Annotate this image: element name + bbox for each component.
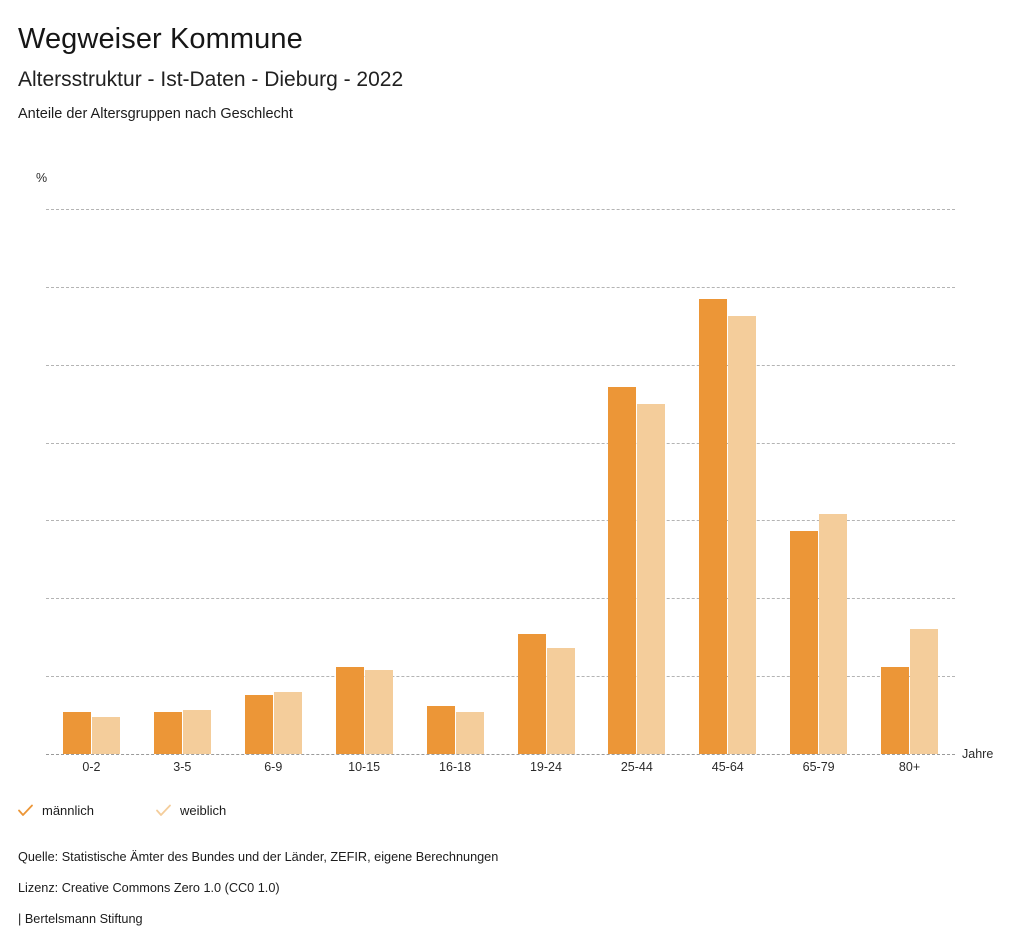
x-axis-tick-3-5: 3-5 bbox=[173, 760, 192, 774]
x-axis-tick-0-2: 0-2 bbox=[82, 760, 101, 774]
gridline-30 bbox=[46, 286, 955, 288]
page-title: Wegweiser Kommune bbox=[18, 23, 303, 55]
bars-layer bbox=[46, 209, 955, 754]
bar-weiblich-3-5[interactable] bbox=[182, 710, 211, 754]
chart-footer: Quelle: Statistische Ämter des Bundes un… bbox=[18, 842, 918, 935]
bar-group bbox=[410, 209, 501, 754]
bar-weiblich-0-2[interactable] bbox=[92, 716, 120, 754]
x-axis-tick-10-15: 10-15 bbox=[348, 760, 381, 774]
bar-group bbox=[591, 209, 682, 754]
check-icon bbox=[18, 804, 33, 816]
x-axis-tick-6-9: 6-9 bbox=[264, 760, 283, 774]
x-axis-title: Jahre bbox=[962, 747, 994, 761]
gridline-35 bbox=[46, 209, 955, 210]
bar-weiblich-25-44[interactable] bbox=[637, 403, 666, 754]
bar-group bbox=[137, 209, 228, 754]
bar-weiblich-10-15[interactable] bbox=[364, 669, 393, 754]
bar-group bbox=[46, 209, 137, 754]
bar-männlich-16-18[interactable] bbox=[426, 705, 455, 754]
chart-container: % 05101520253035 0-2 3-5 6-9 10-15 16-18 19-2… bbox=[36, 171, 994, 774]
bar-group bbox=[501, 209, 592, 754]
bar-männlich-0-2[interactable] bbox=[63, 711, 91, 754]
gridline-25 bbox=[46, 364, 955, 366]
x-axis-tick-65-79: 65-79 bbox=[802, 760, 835, 774]
license-line: Lizenz: Creative Commons Zero 1.0 (CC0 1… bbox=[18, 881, 280, 895]
bar-group bbox=[319, 209, 410, 754]
x-axis-tick-80+: 80+ bbox=[898, 760, 921, 774]
chart-description: Anteile der Altersgruppen nach Geschlech… bbox=[18, 106, 293, 122]
bar-weiblich-19-24[interactable] bbox=[546, 648, 575, 754]
bar-weiblich-65-79[interactable] bbox=[819, 514, 848, 754]
legend-item-weiblich[interactable]: weiblich bbox=[156, 803, 226, 818]
x-axis-tick-25-44: 25-44 bbox=[620, 760, 653, 774]
bar-group bbox=[228, 209, 319, 754]
chart-subtitle: Altersstruktur - Ist-Daten - Dieburg - 2… bbox=[18, 68, 404, 91]
legend-label: weiblich bbox=[180, 803, 227, 818]
plot-area: 05101520253035 bbox=[46, 209, 955, 755]
bar-group bbox=[864, 209, 955, 754]
gridline-20 bbox=[46, 442, 955, 444]
bar-männlich-3-5[interactable] bbox=[153, 711, 182, 754]
gridline-10 bbox=[46, 598, 955, 600]
bar-männlich-65-79[interactable] bbox=[790, 531, 819, 754]
bar-weiblich-6-9[interactable] bbox=[273, 691, 302, 754]
check-icon bbox=[156, 804, 171, 816]
bar-weiblich-80+[interactable] bbox=[910, 629, 939, 754]
bar-männlich-10-15[interactable] bbox=[335, 666, 364, 754]
legend-label: männlich bbox=[42, 803, 95, 818]
bar-weiblich-16-18[interactable] bbox=[455, 711, 484, 754]
gridline-5 bbox=[46, 676, 955, 678]
bar-group bbox=[682, 209, 773, 754]
gridline-0 bbox=[46, 754, 955, 755]
bar-weiblich-45-64[interactable] bbox=[728, 316, 757, 754]
publisher-line: | Bertelsmann Stiftung bbox=[18, 912, 143, 926]
bar-männlich-45-64[interactable] bbox=[699, 299, 728, 754]
x-axis-tick-45-64: 45-64 bbox=[711, 760, 744, 774]
chart-legend[interactable]: männlich weiblich bbox=[18, 803, 226, 818]
bar-männlich-80+[interactable] bbox=[881, 666, 910, 754]
bar-group bbox=[773, 209, 864, 754]
bar-männlich-6-9[interactable] bbox=[244, 694, 273, 754]
x-axis-tick-16-18: 16-18 bbox=[439, 760, 472, 774]
legend-item-männlich[interactable]: männlich bbox=[18, 803, 94, 818]
x-axis-tick-19-24: 19-24 bbox=[529, 760, 562, 774]
gridline-15 bbox=[46, 520, 955, 522]
bar-männlich-25-44[interactable] bbox=[608, 386, 637, 754]
chart-header: Wegweiser Kommune Altersstruktur - Ist-D… bbox=[18, 0, 1008, 123]
source-line: Quelle: Statistische Ämter des Bundes un… bbox=[18, 850, 499, 864]
y-axis-unit-label: % bbox=[36, 171, 48, 185]
bar-männlich-19-24[interactable] bbox=[517, 634, 546, 754]
